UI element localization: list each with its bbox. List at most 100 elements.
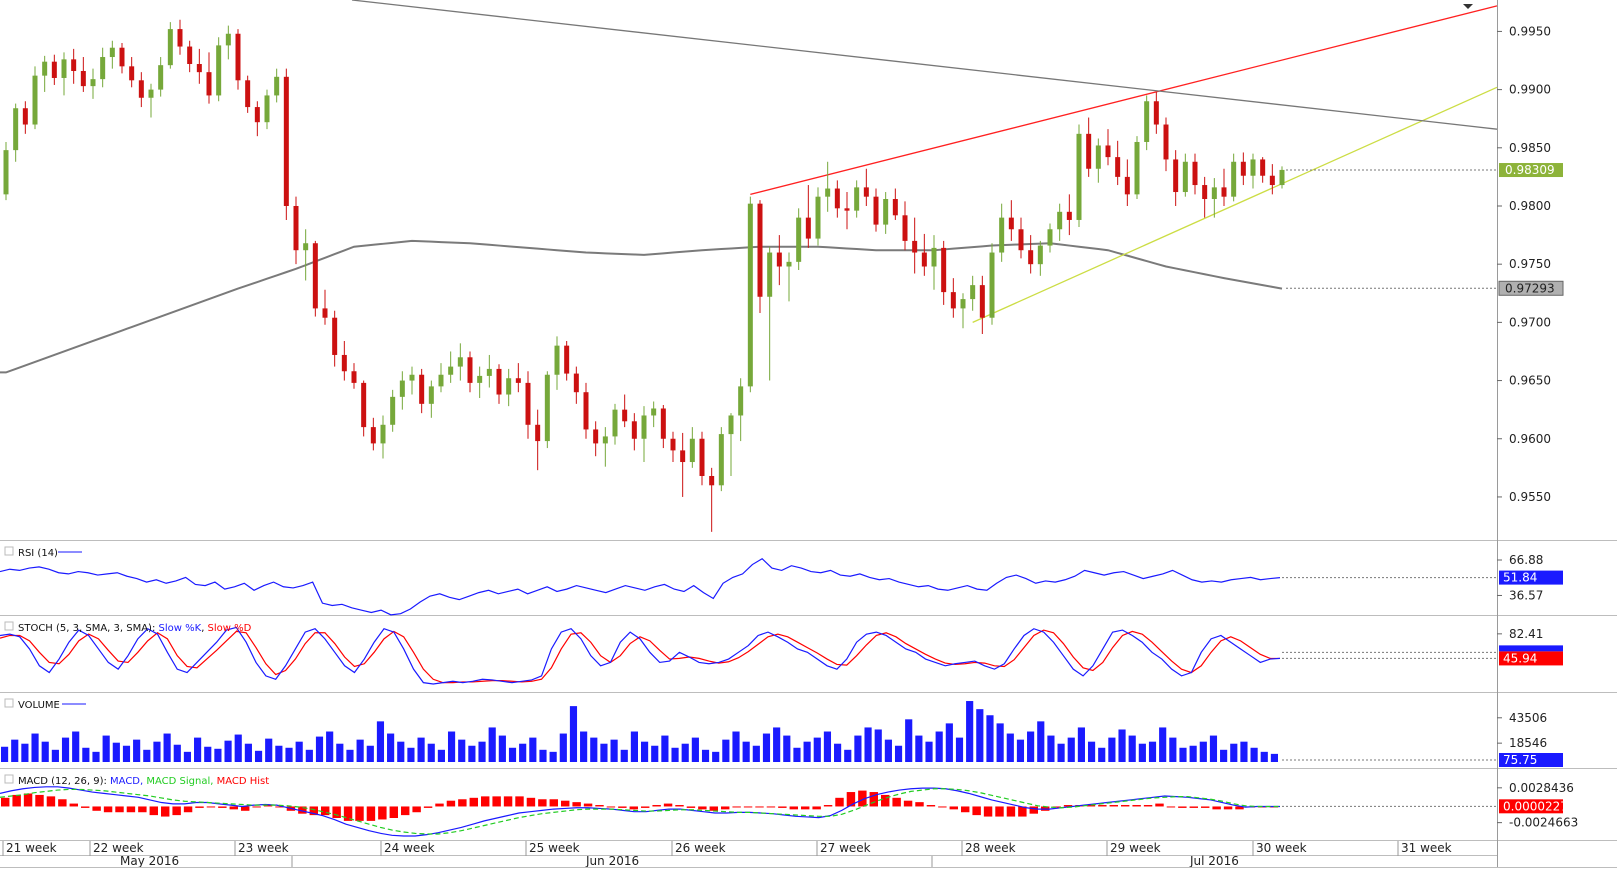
candle-body (216, 45, 222, 96)
candle-body (119, 47, 125, 67)
volume-bar (173, 744, 181, 762)
candle (71, 48, 77, 84)
volume-bar (417, 737, 425, 762)
volume-bar (671, 747, 679, 762)
volume-bar (387, 733, 395, 762)
candle (767, 246, 773, 381)
candle-body (1182, 161, 1188, 193)
candle (602, 427, 608, 467)
candle (728, 413, 734, 476)
candle (486, 354, 492, 388)
volume-bar (610, 739, 618, 762)
volume-bar (275, 745, 283, 762)
volume-bar (651, 745, 659, 762)
volume-bar (1189, 745, 1197, 762)
volume-bar (834, 743, 842, 762)
candle-body (428, 386, 434, 404)
candle (409, 366, 415, 395)
candle-body (554, 345, 560, 375)
candle (1211, 178, 1217, 218)
long-term-trendline (351, 0, 1498, 130)
candle (641, 406, 647, 463)
candle-body (274, 76, 280, 96)
macd-hist-bar (218, 806, 227, 808)
candle (245, 75, 251, 113)
candle (1124, 159, 1130, 206)
candle (515, 363, 521, 393)
macd-hist-bar (915, 802, 924, 807)
candle-body (245, 80, 251, 108)
pane-toggle-icon (4, 698, 14, 708)
candle (651, 401, 657, 428)
volume-bar (905, 719, 913, 762)
candle (254, 101, 260, 137)
candle-body (1105, 145, 1111, 158)
candle (834, 180, 840, 218)
candle-body (873, 196, 879, 225)
macd-hist-bar (869, 792, 878, 807)
macd-hist-bar (663, 803, 673, 807)
candle (805, 185, 811, 248)
candle-body (902, 215, 908, 241)
candle-body (158, 65, 164, 90)
candle-body (854, 187, 860, 211)
candle-body (1086, 133, 1092, 169)
candle (554, 336, 560, 390)
candle-body (457, 357, 463, 367)
volume-bar (346, 749, 354, 762)
macd-hist-bar (1018, 806, 1027, 817)
candle (825, 161, 831, 212)
macd-hist-bar (401, 806, 410, 816)
candle-body (699, 438, 705, 476)
candle-body (254, 107, 260, 123)
candle (13, 103, 19, 162)
candle-body (148, 89, 154, 98)
candle (129, 57, 135, 88)
macd-hist-bar (183, 806, 193, 813)
volume-bar (996, 723, 1004, 762)
candle-body (709, 475, 715, 486)
candle-body (264, 95, 270, 123)
volume-bar (976, 709, 984, 762)
candle (51, 54, 57, 85)
candle-body (283, 76, 289, 206)
macd-title: MACD (12, 26, 9): MACD, MACD Signal, MAC… (18, 776, 269, 787)
volume-bar (641, 741, 649, 762)
candle (873, 188, 879, 232)
volume-bar (204, 746, 212, 762)
candle (187, 40, 193, 73)
volume-bar (397, 741, 405, 762)
macd-hist-bar (263, 805, 273, 807)
week-label: 30 week (1256, 841, 1307, 855)
volume-bar (894, 745, 903, 762)
macd-hist-bar (35, 794, 44, 807)
price-tick-label: 0.9800 (1509, 199, 1551, 213)
candle (892, 188, 898, 220)
macd-hist-bar (618, 806, 627, 808)
candle-body (544, 374, 550, 442)
candle (80, 57, 86, 92)
candle (1260, 157, 1266, 183)
candle-body (1047, 229, 1053, 246)
candle (448, 351, 454, 383)
candle (42, 55, 48, 92)
volume-bar (468, 745, 476, 762)
candle (883, 192, 889, 234)
volume-bar (742, 741, 750, 762)
last-price-badge (1499, 163, 1563, 178)
volume-bar (458, 739, 466, 762)
macd-hist-bar (503, 796, 513, 807)
candle (747, 196, 753, 393)
week-label: 28 week (965, 841, 1016, 855)
candle (612, 403, 618, 445)
volume-bar (1108, 737, 1116, 762)
macd-hist-bar (835, 797, 844, 807)
volume-bar (234, 734, 242, 762)
candle-body (1008, 217, 1014, 230)
candle (1047, 223, 1053, 253)
candle-body (583, 392, 589, 430)
candle (1182, 153, 1188, 197)
candle-body (660, 408, 666, 439)
macd-hist-bar (172, 806, 181, 816)
